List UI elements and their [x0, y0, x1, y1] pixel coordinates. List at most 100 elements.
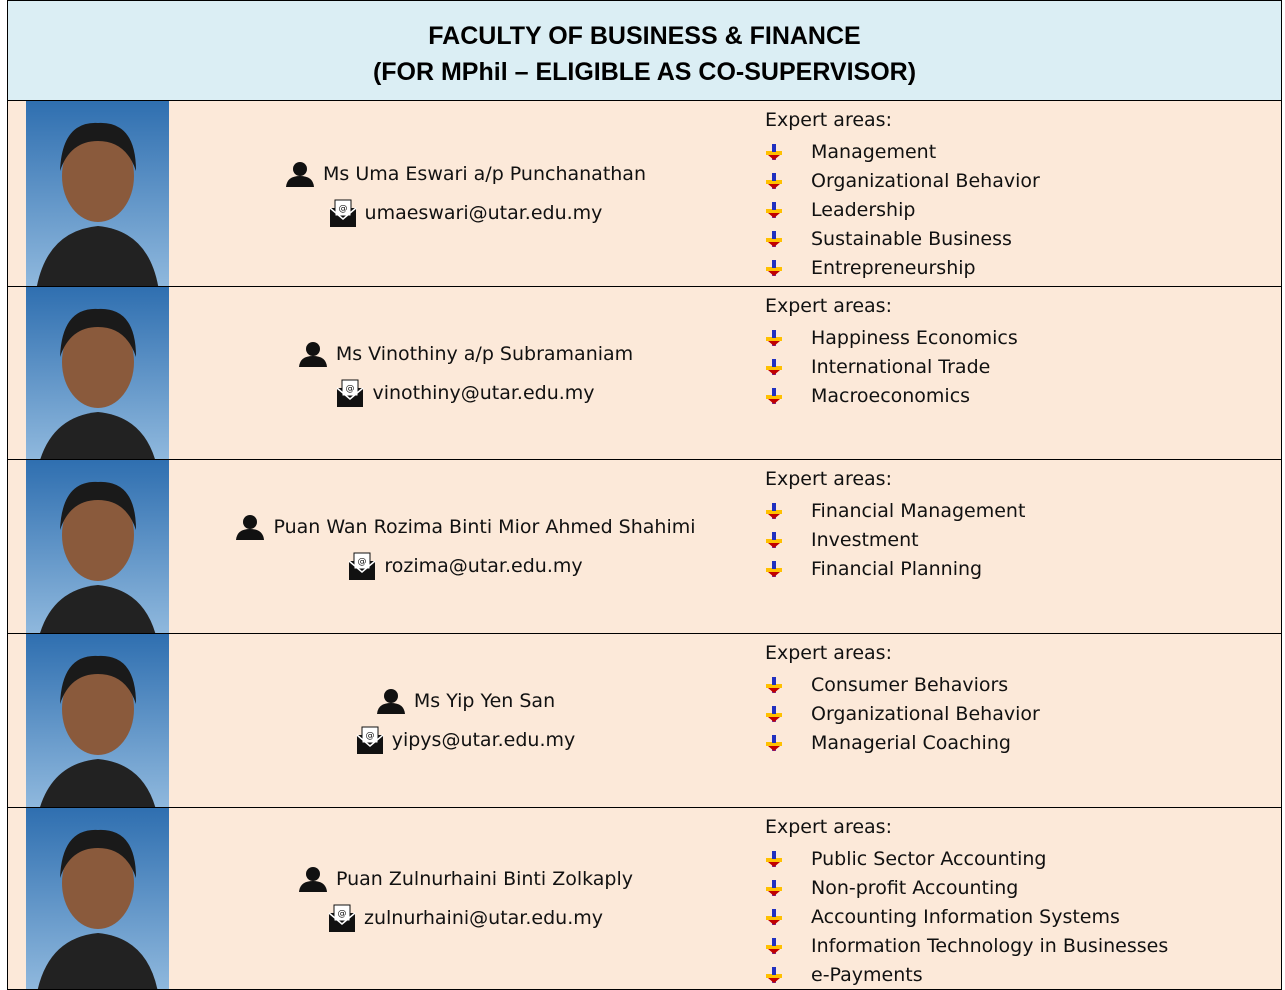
area-text: Management — [811, 140, 937, 163]
photo — [26, 808, 169, 989]
table-row: Ms Vinothiny a/p Subramaniam @ vinothiny@u… — [7, 287, 1282, 460]
svg-text:@: @ — [358, 557, 367, 567]
staff-email: rozima@utar.edu.my — [384, 555, 583, 577]
expert-area: Organizational Behavior — [765, 699, 1040, 728]
expert-area: Entrepreneurship — [765, 253, 1040, 282]
mail-icon: @ — [328, 904, 356, 932]
bullet-icon — [766, 705, 782, 722]
name-line: Puan Wan Rozima Binti Mior Ahmed Shahimi — [235, 508, 696, 547]
staff-email: umaeswari@utar.edu.my — [364, 202, 603, 224]
expert-area: Management — [765, 137, 1040, 166]
contact-cell: Ms Yip Yen San @ yipys@utar.edu.my — [173, 634, 758, 807]
area-text: e-Payments — [811, 963, 923, 986]
staff-name: Ms Uma Eswari a/p Punchanathan — [323, 163, 646, 185]
svg-text:@: @ — [338, 204, 347, 214]
area-text: Financial Planning — [811, 557, 983, 580]
expert-area: International Trade — [765, 352, 1018, 381]
expert-area: Managerial Coaching — [765, 728, 1040, 757]
person-icon — [376, 689, 405, 714]
expert-label: Expert areas: — [765, 642, 892, 664]
bullet-icon — [766, 259, 782, 276]
photo — [26, 634, 169, 807]
photo-silhouette — [37, 829, 158, 989]
area-text: Entrepreneurship — [811, 256, 976, 279]
name-line: Ms Uma Eswari a/p Punchanathan — [285, 155, 646, 194]
bullet-icon — [766, 734, 782, 751]
bullet-icon — [766, 908, 782, 925]
area-text: Happiness Economics — [811, 326, 1018, 349]
name-line: Ms Vinothiny a/p Subramaniam — [298, 334, 633, 373]
svg-text:@: @ — [365, 731, 374, 741]
area-text: Investment — [811, 528, 919, 551]
contact-cell: Ms Vinothiny a/p Subramaniam @ vinothiny@u… — [173, 287, 758, 459]
expert-area: Macroeconomics — [765, 381, 1018, 410]
bullet-icon — [766, 230, 782, 247]
table-row: Ms Yip Yen San @ yipys@utar.edu.my Expert a… — [7, 634, 1282, 808]
email-line: @ rozima@utar.edu.my — [348, 547, 583, 586]
bullet-icon — [766, 560, 782, 577]
photo-silhouette — [40, 308, 155, 459]
expert-area: Non-profit Accounting — [765, 873, 1168, 902]
expert-area: Happiness Economics — [765, 323, 1018, 352]
expert-cell: Expert areas: Financial Management Investm… — [765, 468, 1025, 583]
expert-label: Expert areas: — [765, 816, 892, 838]
staff-name: Ms Yip Yen San — [413, 690, 556, 712]
mail-icon: @ — [336, 379, 364, 407]
person-icon — [298, 867, 327, 892]
bullet-icon — [766, 937, 782, 954]
expert-label: Expert areas: — [765, 109, 892, 131]
expert-area: Financial Planning — [765, 554, 1025, 583]
expert-area: Leadership — [765, 195, 1040, 224]
area-text: Accounting Information Systems — [811, 905, 1120, 928]
bullet-icon — [766, 387, 782, 404]
photo — [26, 287, 169, 459]
expert-label: Expert areas: — [765, 295, 892, 317]
area-text: Organizational Behavior — [811, 169, 1040, 192]
area-text: Information Technology in Businesses — [811, 934, 1169, 957]
header: FACULTY OF BUSINESS & FINANCE (FOR MPhil… — [7, 0, 1282, 101]
title-line: FACULTY OF BUSINESS & FINANCE — [428, 22, 861, 50]
person-icon — [286, 162, 314, 187]
expert-area: e-Payments — [765, 960, 1168, 989]
photo — [26, 101, 169, 286]
expert-area: Investment — [765, 525, 1025, 554]
contact-cell: Ms Uma Eswari a/p Punchanathan @ umaeswari… — [173, 101, 758, 286]
staff-name: Puan Zulnurhaini Binti Zolkaply — [335, 868, 634, 890]
expert-area: Consumer Behaviors — [765, 670, 1040, 699]
area-text: Non-profit Accounting — [811, 876, 1019, 899]
mail-icon: @ — [356, 726, 384, 754]
expert-area: Information Technology in Businesses — [765, 931, 1168, 960]
bullet-icon — [766, 850, 782, 867]
name-line: Ms Yip Yen San — [376, 682, 555, 721]
expert-area: Financial Management — [765, 496, 1025, 525]
area-text: Managerial Coaching — [811, 731, 1011, 754]
title-line: (FOR MPhil – ELIGIBLE AS CO-SUPERVISOR) — [372, 58, 917, 86]
photo-silhouette — [37, 122, 159, 286]
expert-area: Organizational Behavior — [765, 166, 1040, 195]
bullet-icon — [766, 531, 782, 548]
expert-cell: Expert areas: Happiness Economics Internat… — [765, 295, 1018, 410]
photo — [26, 460, 169, 633]
area-text: Macroeconomics — [811, 384, 971, 407]
bullet-icon — [766, 329, 782, 346]
expert-area: Sustainable Business — [765, 224, 1040, 253]
staff-email: yipys@utar.edu.my — [391, 729, 576, 751]
bullet-icon — [766, 879, 782, 896]
email-line: @ umaeswari@utar.edu.my — [329, 194, 603, 233]
staff-name: Ms Vinothiny a/p Subramaniam — [335, 342, 634, 365]
bullet-icon — [766, 143, 782, 160]
bullet-icon — [766, 676, 782, 693]
table-row: Puan Wan Rozima Binti Mior Ahmed Shahimi… — [7, 460, 1282, 634]
area-text: Organizational Behavior — [811, 702, 1040, 725]
contact-cell: Puan Zulnurhaini Binti Zolkaply @ zulnurha… — [173, 808, 758, 989]
mail-icon: @ — [348, 552, 376, 580]
expert-cell: Expert areas: Consumer Behaviors Organizat… — [765, 642, 1040, 757]
staff-name: Puan Wan Rozima Binti Mior Ahmed Shahimi — [273, 516, 696, 538]
expert-area: Public Sector Accounting — [765, 844, 1168, 873]
area-text: Sustainable Business — [811, 227, 1012, 250]
bullet-icon — [766, 172, 782, 189]
contact-cell: Puan Wan Rozima Binti Mior Ahmed Shahimi… — [173, 460, 758, 633]
area-text: Financial Management — [811, 499, 1026, 522]
expert-cell: Expert areas: Public Sector Accounting Non… — [765, 816, 1168, 989]
area-text: Public Sector Accounting — [811, 847, 1047, 870]
